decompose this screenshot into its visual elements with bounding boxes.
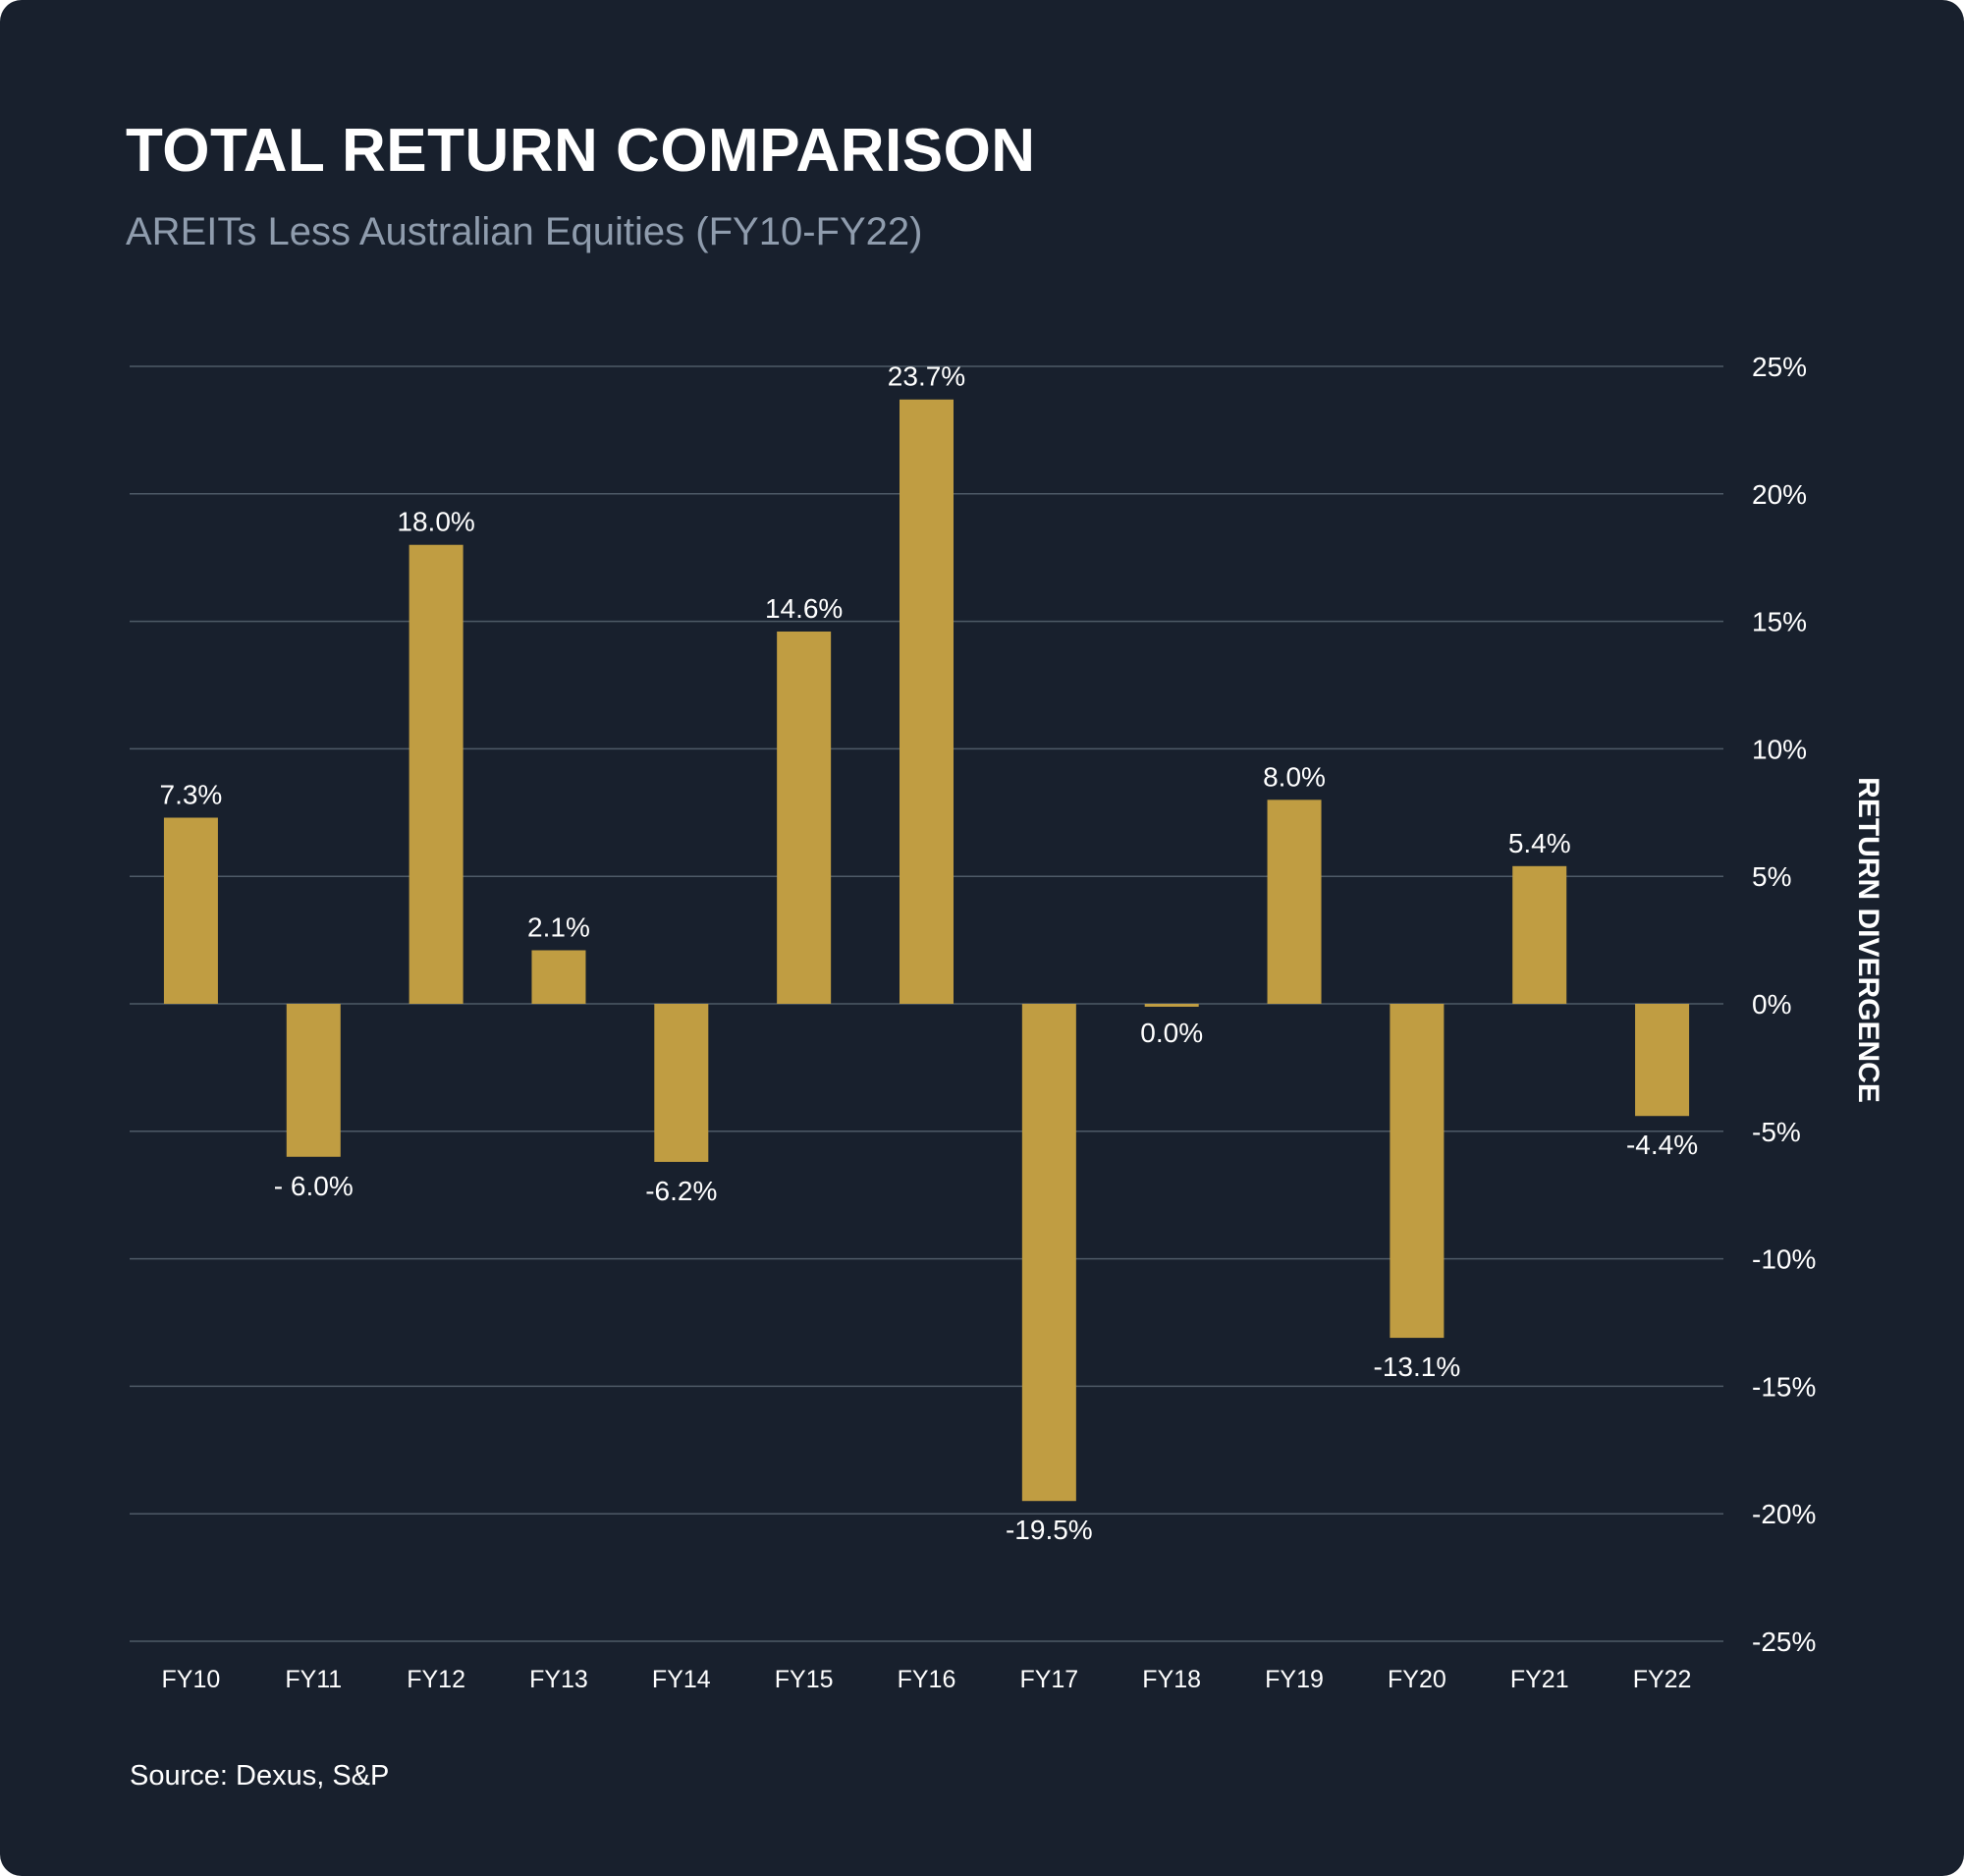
data-label: 18.0% (397, 507, 474, 537)
x-axis-ticks: FY10 FY11 FY12 FY13 FY14 FY15 FY16 FY17 FY18 FY19… (162, 1666, 1692, 1693)
x-tick-label: FY12 (407, 1666, 465, 1693)
x-tick-label: FY16 (898, 1666, 956, 1693)
bar-fy18 (1144, 1004, 1199, 1007)
y-tick-label: 0% (1752, 989, 1791, 1020)
y-axis-label: RETURN DIVERGENCE (1852, 777, 1884, 1103)
data-label: 2.1% (527, 911, 590, 942)
bar-fy15 (777, 631, 832, 1004)
y-tick-label: 20% (1752, 479, 1807, 510)
x-tick-label: FY15 (775, 1666, 834, 1693)
data-label: -6.2% (645, 1176, 717, 1206)
chart-subtitle: AREITs Less Australian Equities (FY10-FY… (126, 210, 923, 253)
x-tick-label: FY10 (162, 1666, 221, 1693)
y-tick-label: -5% (1752, 1117, 1801, 1147)
x-tick-label: FY20 (1388, 1666, 1446, 1693)
bar-fy11 (286, 1004, 341, 1157)
y-tick-label: 10% (1752, 734, 1807, 764)
data-label: 0.0% (1140, 1018, 1203, 1048)
x-tick-label: FY14 (652, 1666, 711, 1693)
bar-fy19 (1267, 800, 1322, 1004)
y-tick-label: -25% (1752, 1627, 1816, 1657)
x-tick-label: FY11 (285, 1666, 342, 1693)
y-tick-label: 15% (1752, 607, 1807, 637)
bars (163, 399, 1690, 1502)
bar-fy13 (531, 950, 586, 1004)
bar-fy22 (1635, 1004, 1690, 1117)
bar-fy12 (409, 544, 464, 1004)
x-tick-label: FY21 (1510, 1666, 1569, 1693)
data-label: 8.0% (1263, 761, 1326, 792)
y-axis-ticks: 25% 20% 15% 10% 5% 0% -5% -10% -15% -20% -25% (1752, 352, 1816, 1657)
bar-fy21 (1512, 865, 1567, 1004)
grid-lines (130, 365, 1723, 1642)
data-label: 5.4% (1508, 828, 1571, 858)
data-label: - 6.0% (274, 1171, 354, 1201)
bar-fy16 (900, 399, 954, 1004)
x-tick-label: FY22 (1633, 1666, 1692, 1693)
x-tick-label: FY19 (1265, 1666, 1324, 1693)
y-tick-label: 25% (1752, 352, 1807, 382)
data-label: -4.4% (1626, 1130, 1698, 1160)
chart-title: TOTAL RETURN COMPARISON (126, 117, 1036, 185)
bar-fy14 (654, 1004, 709, 1162)
data-labels: 7.3% - 6.0% 18.0% 2.1% -6.2% 14.6% 23.7% -19.5%… (160, 361, 1699, 1545)
x-tick-label: FY17 (1019, 1666, 1078, 1693)
source-note: Source: Dexus, S&P (130, 1760, 390, 1792)
bar-fy17 (1021, 1004, 1076, 1502)
data-label: 7.3% (160, 779, 223, 809)
x-tick-label: FY13 (529, 1666, 588, 1693)
y-tick-label: 5% (1752, 861, 1791, 892)
data-label: -13.1% (1374, 1352, 1461, 1382)
data-label: 23.7% (888, 361, 965, 392)
x-tick-label: FY18 (1142, 1666, 1201, 1693)
data-label: 14.6% (765, 593, 843, 624)
bar-fy20 (1390, 1004, 1445, 1339)
y-tick-label: -15% (1752, 1371, 1816, 1402)
data-label: -19.5% (1006, 1515, 1093, 1545)
y-tick-label: -10% (1752, 1244, 1816, 1275)
y-tick-label: -20% (1752, 1499, 1816, 1529)
bar-fy10 (163, 817, 218, 1004)
